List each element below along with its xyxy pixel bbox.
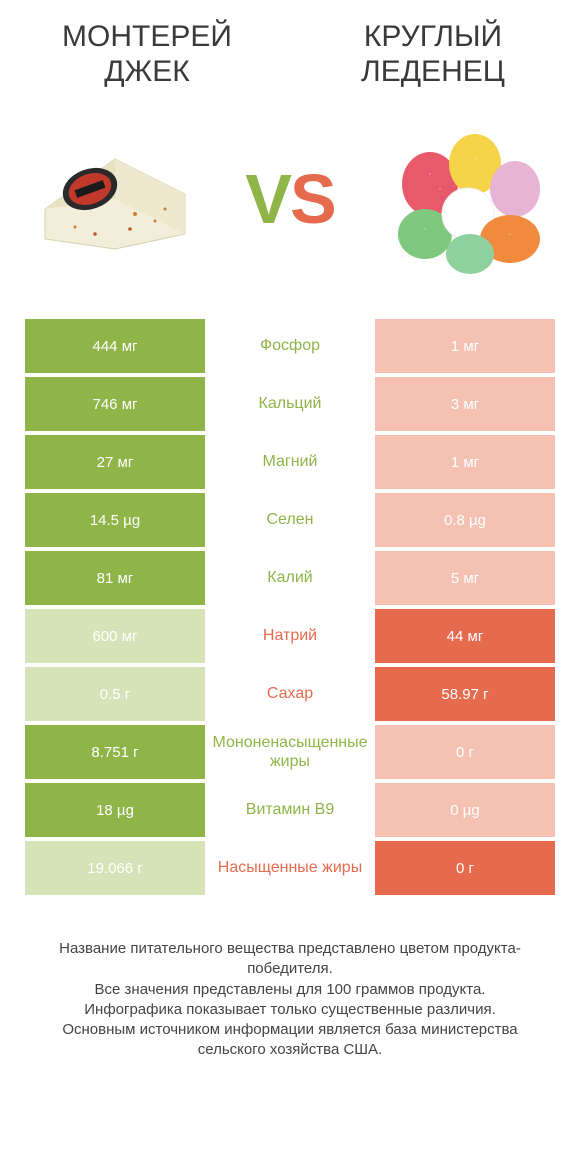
left-image <box>30 114 200 284</box>
left-value: 18 µg <box>25 783 205 837</box>
footer-line: Инфографика показывает только существенн… <box>30 1000 550 1020</box>
footer-notes: Название питательного вещества представл… <box>0 899 580 1061</box>
right-value: 1 мг <box>375 319 555 373</box>
right-value: 0 µg <box>375 783 555 837</box>
nutrient-row: 19.066 гНасыщенные жиры0 г <box>25 841 555 895</box>
left-title: МОНТЕРЕЙ ДЖЕК <box>30 20 264 89</box>
nutrient-row: 600 мгНатрий44 мг <box>25 609 555 663</box>
nutrient-label: Кальций <box>205 377 375 431</box>
vs-badge: VS <box>245 159 334 239</box>
nutrient-label: Калий <box>205 551 375 605</box>
nutrient-row: 14.5 µgСелен0.8 µg <box>25 493 555 547</box>
nutrient-row: 8.751 гМононенасыщенные жиры0 г <box>25 725 555 779</box>
nutrient-label: Сахар <box>205 667 375 721</box>
right-value: 0 г <box>375 725 555 779</box>
right-value: 0.8 µg <box>375 493 555 547</box>
right-value: 1 мг <box>375 435 555 489</box>
nutrient-label: Насыщенные жиры <box>205 841 375 895</box>
nutrient-row: 0.5 гСахар58.97 г <box>25 667 555 721</box>
nutrient-row: 81 мгКалий5 мг <box>25 551 555 605</box>
right-value: 5 мг <box>375 551 555 605</box>
nutrient-row: 444 мгФосфор1 мг <box>25 319 555 373</box>
left-value: 444 мг <box>25 319 205 373</box>
left-value: 19.066 г <box>25 841 205 895</box>
nutrient-label: Магний <box>205 435 375 489</box>
left-value: 14.5 µg <box>25 493 205 547</box>
left-value: 600 мг <box>25 609 205 663</box>
right-value: 58.97 г <box>375 667 555 721</box>
right-value: 3 мг <box>375 377 555 431</box>
nutrient-label: Селен <box>205 493 375 547</box>
left-value: 27 мг <box>25 435 205 489</box>
nutrient-row: 746 мгКальций3 мг <box>25 377 555 431</box>
right-image <box>380 114 550 284</box>
left-value: 746 мг <box>25 377 205 431</box>
right-title: КРУГЛЫЙ ЛЕДЕНЕЦ <box>316 20 550 89</box>
nutrient-row: 27 мгМагний1 мг <box>25 435 555 489</box>
nutrient-label: Витамин B9 <box>205 783 375 837</box>
footer-line: Все значения представлены для 100 граммо… <box>30 980 550 1000</box>
nutrient-label: Натрий <box>205 609 375 663</box>
nutrient-label: Фосфор <box>205 319 375 373</box>
left-value: 8.751 г <box>25 725 205 779</box>
left-value: 81 мг <box>25 551 205 605</box>
right-value: 0 г <box>375 841 555 895</box>
footer-line: Основным источником информации является … <box>30 1020 550 1061</box>
nutrient-row: 18 µgВитамин B90 µg <box>25 783 555 837</box>
right-value: 44 мг <box>375 609 555 663</box>
footer-line: Название питательного вещества представл… <box>30 939 550 980</box>
left-value: 0.5 г <box>25 667 205 721</box>
nutrient-table: 444 мгФосфор1 мг746 мгКальций3 мг27 мгМа… <box>0 319 580 895</box>
nutrient-label: Мононенасыщенные жиры <box>205 725 375 779</box>
